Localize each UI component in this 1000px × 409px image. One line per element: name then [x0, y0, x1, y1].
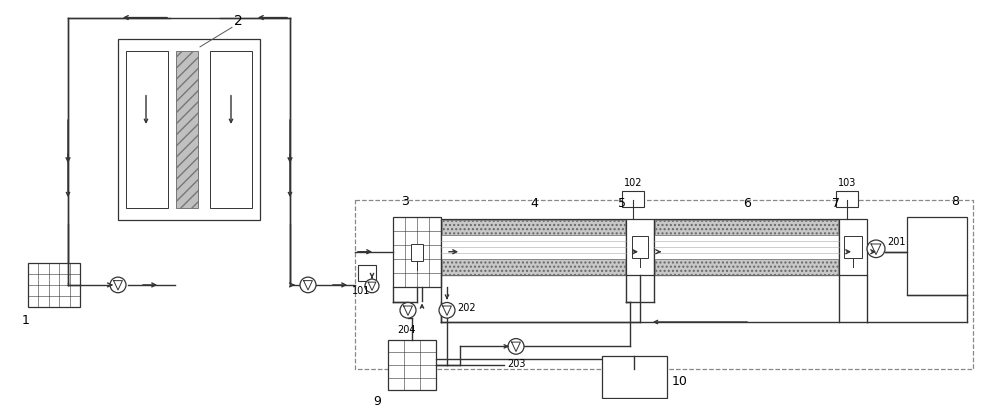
- Text: 9: 9: [373, 395, 381, 408]
- Circle shape: [300, 277, 316, 293]
- Circle shape: [365, 279, 379, 293]
- Text: 101: 101: [352, 286, 370, 296]
- Bar: [442, 259, 625, 274]
- Text: 204: 204: [397, 325, 415, 335]
- Bar: [411, 244, 423, 261]
- Bar: [118, 39, 260, 220]
- Circle shape: [867, 240, 885, 258]
- Bar: [626, 218, 654, 275]
- Bar: [210, 51, 252, 208]
- Text: 203: 203: [507, 359, 525, 369]
- Text: 7: 7: [832, 197, 840, 210]
- Text: 6: 6: [743, 197, 751, 210]
- Text: 103: 103: [838, 178, 856, 188]
- Bar: [655, 220, 838, 236]
- Bar: [388, 339, 436, 390]
- Bar: [28, 263, 80, 307]
- Bar: [907, 217, 967, 294]
- Circle shape: [439, 303, 455, 318]
- Text: 201: 201: [887, 237, 906, 247]
- Bar: [655, 259, 838, 274]
- Text: 5: 5: [618, 197, 626, 210]
- Text: 1: 1: [22, 314, 30, 327]
- Bar: [358, 265, 376, 281]
- Text: 10: 10: [672, 375, 688, 388]
- Text: 4: 4: [530, 197, 538, 210]
- Bar: [393, 217, 441, 287]
- Circle shape: [400, 303, 416, 318]
- Bar: [632, 236, 648, 258]
- Bar: [602, 356, 667, 398]
- Bar: [836, 191, 858, 207]
- Text: 2: 2: [234, 14, 242, 29]
- Circle shape: [508, 339, 524, 354]
- Text: 202: 202: [457, 303, 476, 313]
- Bar: [654, 218, 839, 275]
- Text: 3: 3: [401, 195, 409, 208]
- Bar: [844, 236, 862, 258]
- Bar: [441, 218, 626, 275]
- Bar: [442, 220, 625, 236]
- Circle shape: [110, 277, 126, 293]
- Bar: [839, 218, 867, 275]
- Bar: [355, 200, 973, 369]
- Bar: [176, 51, 198, 208]
- Text: 102: 102: [624, 178, 642, 188]
- Text: 8: 8: [951, 195, 959, 208]
- Bar: [126, 51, 168, 208]
- Bar: [622, 191, 644, 207]
